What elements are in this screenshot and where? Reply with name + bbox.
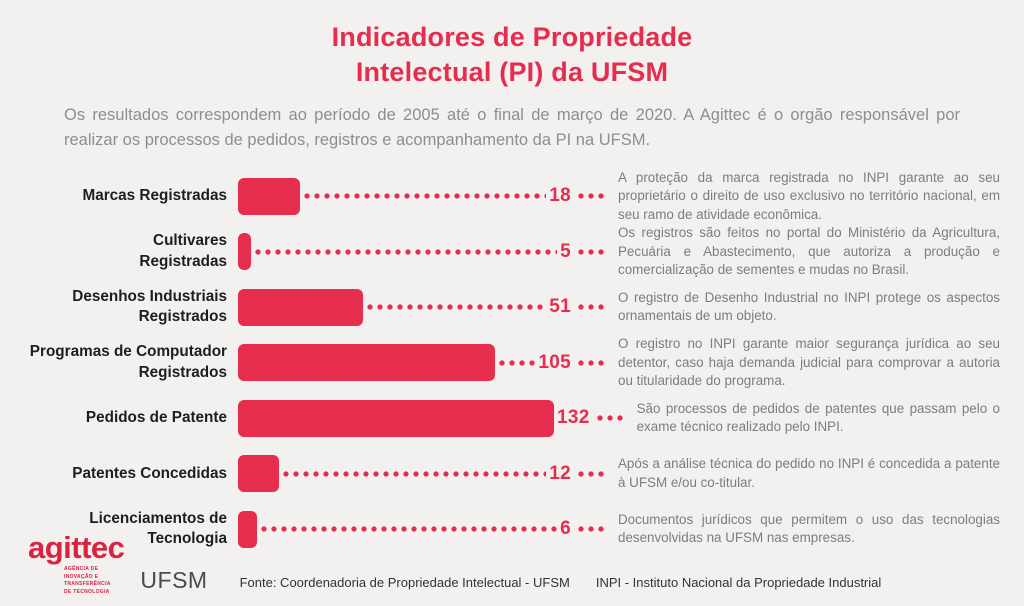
chart-row: Patentes Concedidas 12 Após a análise té… [20, 446, 1004, 502]
bar [238, 177, 300, 215]
agittec-wordmark: agittec [28, 530, 125, 565]
source-note: Fonte: Coordenadoria de Propriedade Inte… [240, 575, 882, 596]
value-label: 105 [538, 351, 571, 373]
bar-zone: 132 [238, 399, 623, 437]
bar-zone: 105 [238, 344, 604, 382]
agittec-tagline: AGÊNCIA DE INOVAÇÃO E TRANSFERÊNCIA DE T… [28, 566, 124, 596]
category-description: Os registros são feitos no portal do Min… [618, 225, 1000, 278]
bar-zone: 12 [238, 455, 604, 493]
value-label: 18 [549, 185, 571, 207]
category-label: Pedidos de Patente [85, 409, 227, 427]
chart-row: Cultivares Registradas 5 Os registros sã… [20, 224, 1004, 280]
category-label: Licenciamentos de Tecnologia [89, 509, 227, 548]
category-description: São processos de pedidos de patentes que… [636, 400, 1000, 435]
intro-paragraph: Os resultados correspondem ao período de… [64, 106, 960, 149]
page-title: Indicadores de Propriedade Intelectual (… [0, 0, 1024, 90]
agittec-tagline-line: TRANSFERÊNCIA [64, 581, 111, 587]
value-label: 12 [549, 462, 571, 484]
category-description: Documentos jurídicos que permitem o uso … [618, 511, 1000, 546]
bar [238, 455, 279, 493]
agittec-tagline-line: DE TECNOLOGIA [64, 588, 110, 595]
source-fonte: Fonte: Coordenadoria de Propriedade Inte… [239, 575, 570, 590]
chart-row: Marcas Registradas 18 A proteção da marc… [20, 169, 1004, 225]
category-label: Cultivares Registradas [139, 232, 227, 270]
dotted-leader-end [574, 190, 604, 203]
chart-row: Pedidos de Patente 132 São processos de … [20, 391, 1004, 447]
value-label: 132 [557, 407, 590, 429]
page-title-line1: Indicadores de Propriedade [331, 22, 693, 52]
chart-row: Programas de Computador Registrados 105 … [20, 335, 1004, 391]
chart-row: Desenhos Industriais Registrados 51 O re… [20, 280, 1004, 336]
dotted-leader-end [574, 356, 604, 369]
category-label: Programas de Computador Registrados [29, 343, 227, 381]
ufsm-logo: UFSM [140, 567, 208, 593]
dotted-leader [495, 356, 536, 369]
category-description: O registro de Desenho Industrial no INPI… [618, 289, 1000, 324]
bar-zone: 5 [238, 233, 604, 271]
dotted-leader [279, 467, 547, 480]
bar-zone: 18 [238, 177, 604, 215]
bar [238, 233, 251, 271]
footer: agittec AGÊNCIA DE INOVAÇÃO E TRANSFERÊN… [28, 532, 1004, 596]
bar [238, 399, 554, 437]
value-label: 5 [560, 240, 571, 262]
dotted-leader-end [574, 523, 604, 536]
dotted-leader-end [574, 467, 604, 480]
value-label: 6 [560, 518, 571, 540]
dotted-leader-end [574, 245, 604, 258]
agittec-logo: agittec AGÊNCIA DE INOVAÇÃO E TRANSFERÊN… [28, 530, 125, 596]
agittec-tagline-line: INOVAÇÃO E [64, 573, 99, 580]
category-label: Marcas Registradas [82, 187, 227, 205]
bar [238, 344, 495, 382]
category-description: Após a análise técnica do pedido no INPI… [618, 456, 1000, 490]
value-label: 51 [549, 296, 571, 318]
dotted-leader [300, 190, 547, 203]
dotted-leader-end [592, 412, 623, 425]
dotted-leader-end [574, 301, 604, 314]
bar-chart: Marcas Registradas 18 A proteção da marc… [20, 169, 1004, 558]
bar-zone: 51 [238, 288, 604, 326]
dotted-leader [251, 245, 558, 258]
category-description: O registro no INPI garante maior seguran… [618, 336, 1000, 389]
category-label: Patentes Concedidas [72, 464, 227, 482]
dotted-leader [363, 301, 547, 314]
category-label: Desenhos Industriais Registrados [72, 287, 227, 326]
category-description: A proteção da marca registrada no INPI g… [618, 169, 1000, 222]
agittec-tagline-line: AGÊNCIA DE [64, 566, 99, 572]
source-inpi: INPI - Instituto Nacional da Propriedade… [595, 575, 882, 590]
page-title-line2: Intelectual (PI) da UFSM [355, 57, 669, 88]
dotted-leader [257, 523, 558, 536]
bar [238, 510, 257, 548]
bar-zone: 6 [238, 510, 604, 548]
bar [238, 288, 363, 326]
chart-row: Licenciamentos de Tecnologia 6 Documento… [20, 502, 1004, 558]
